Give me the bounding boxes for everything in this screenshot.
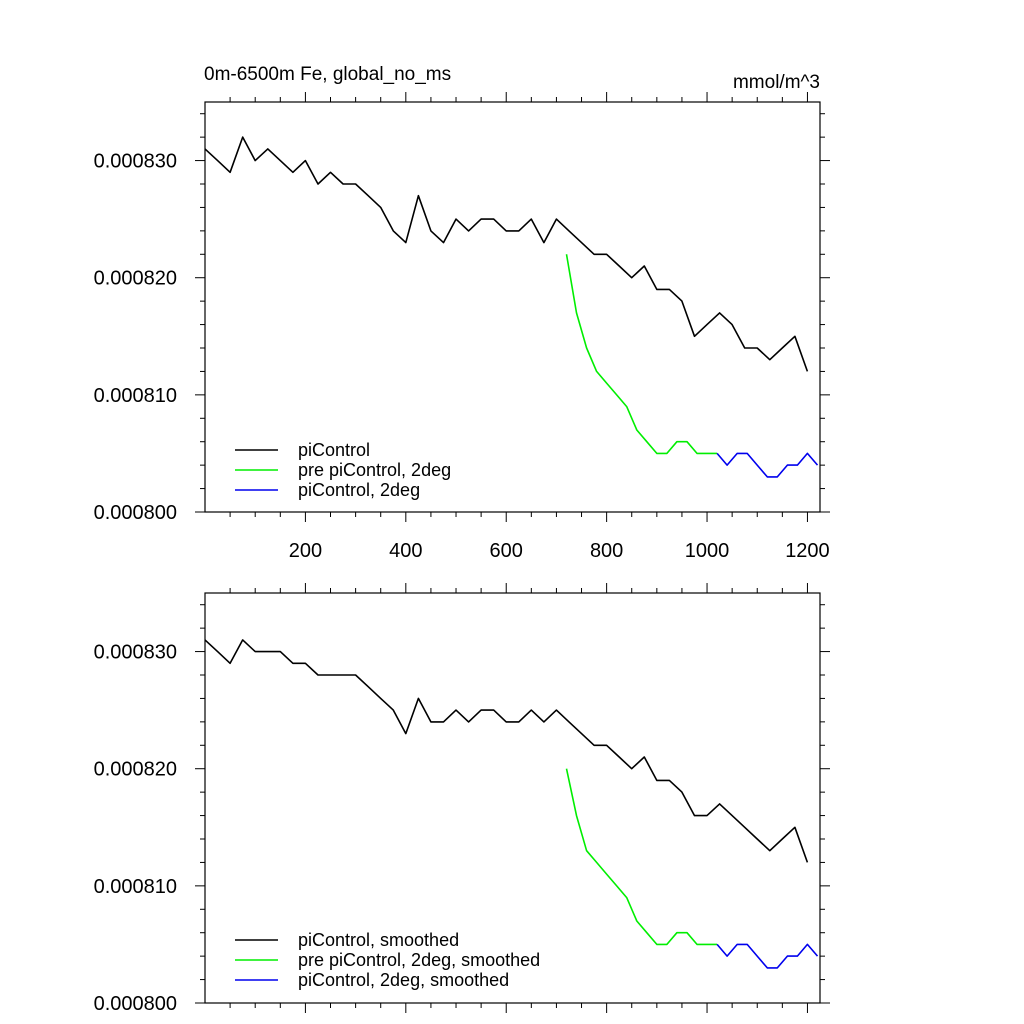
- chart-title: 0m-6500m Fe, global_no_ms: [204, 64, 451, 85]
- series-line-2: [716, 452, 819, 478]
- legend-label: pre piControl, 2deg: [298, 460, 451, 480]
- x-tick-label: 400: [389, 540, 422, 562]
- y-tick-label: 0.000820: [94, 759, 177, 781]
- axis-ticks: [195, 583, 830, 1013]
- legend-label: piControl: [298, 440, 370, 460]
- series-group: [204, 136, 819, 478]
- x-tick-label: 800: [590, 540, 623, 562]
- legend-label: piControl, 2deg, smoothed: [298, 970, 509, 990]
- x-axis-labels: 200 400 600 800 1000 1200: [289, 540, 830, 562]
- plot-frame: [204, 101, 821, 513]
- top-panel: 0m-6500m Fe, global_no_ms mmol/m^3 200 40…: [94, 64, 830, 562]
- legend-label: piControl, smoothed: [298, 930, 459, 950]
- y-axis-labels: 0.000800 0.000810 0.000820 0.000830: [94, 642, 177, 1015]
- series-line-0: [204, 136, 809, 372]
- series-line-2: [716, 943, 819, 969]
- x-tick-label: 200: [289, 540, 322, 562]
- series-line-0: [204, 639, 809, 863]
- units-label: mmol/m^3: [733, 72, 820, 93]
- y-tick-label: 0.000810: [94, 385, 177, 407]
- y-tick-label: 0.000800: [94, 993, 177, 1015]
- series-line-1: [565, 768, 718, 946]
- y-tick-label: 0.000830: [94, 642, 177, 664]
- legend-label: pre piControl, 2deg, smoothed: [298, 950, 540, 970]
- bottom-panel: 0.000800 0.000810 0.000820 0.000830 piContr…: [94, 583, 830, 1015]
- x-tick-label: 1000: [685, 540, 730, 562]
- legend-label: piControl, 2deg: [298, 480, 420, 500]
- y-axis-labels: 0.000800 0.000810 0.000820 0.000830: [94, 151, 177, 524]
- y-tick-label: 0.000820: [94, 268, 177, 290]
- x-tick-label: 1200: [785, 540, 830, 562]
- x-tick-label: 600: [490, 540, 523, 562]
- series-line-1: [565, 254, 718, 455]
- plot-frame: [204, 592, 821, 1004]
- axis-ticks: [195, 92, 830, 522]
- y-tick-label: 0.000800: [94, 502, 177, 524]
- y-tick-label: 0.000810: [94, 876, 177, 898]
- series-group: [204, 639, 819, 969]
- y-tick-label: 0.000830: [94, 151, 177, 173]
